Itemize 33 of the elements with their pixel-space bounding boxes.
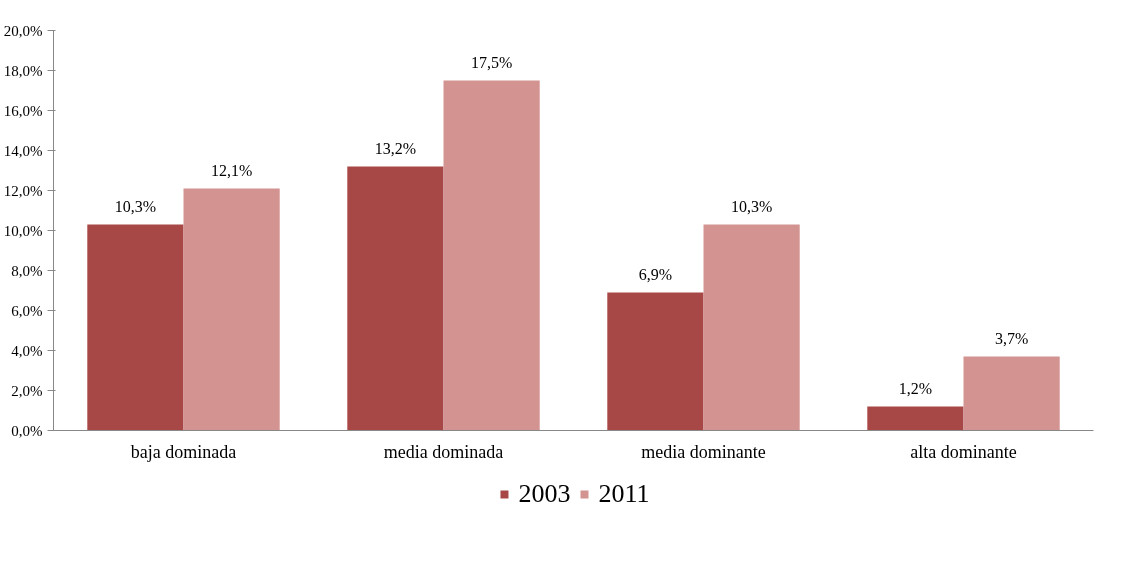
x-tick-label: media dominante bbox=[641, 441, 766, 462]
data-label: 12,1% bbox=[210, 161, 253, 179]
y-tick-label: 14,0% bbox=[3, 142, 43, 159]
x-tick-label: media dominada bbox=[383, 441, 504, 462]
x-tick-label: baja dominada bbox=[130, 441, 237, 462]
y-tick-label: 8,0% bbox=[11, 262, 43, 279]
x-tick-label: alta dominante bbox=[910, 441, 1017, 462]
data-label: 10,3% bbox=[114, 197, 157, 215]
y-tick-label: 10,0% bbox=[3, 222, 43, 239]
legend-label: 2011 bbox=[598, 479, 650, 509]
bar bbox=[607, 292, 704, 431]
bar bbox=[183, 188, 280, 431]
bar bbox=[703, 224, 800, 431]
y-tick-label: 12,0% bbox=[3, 182, 43, 199]
y-tick-label: 16,0% bbox=[3, 102, 43, 119]
y-tick-label: 0,0% bbox=[11, 422, 43, 439]
data-label: 6,9% bbox=[638, 265, 673, 283]
data-label: 13,2% bbox=[374, 139, 417, 157]
y-tick-label: 4,0% bbox=[11, 342, 43, 359]
bar bbox=[443, 80, 540, 431]
bar bbox=[963, 356, 1060, 431]
y-tick-label: 20,0% bbox=[3, 22, 43, 39]
y-tick-label: 6,0% bbox=[11, 302, 43, 319]
data-label: 3,7% bbox=[994, 329, 1029, 347]
bar bbox=[87, 224, 184, 431]
data-label: 1,2% bbox=[898, 379, 933, 397]
bar bbox=[867, 406, 964, 431]
bar bbox=[347, 166, 444, 431]
y-tick-label: 2,0% bbox=[11, 382, 43, 399]
data-label: 10,3% bbox=[730, 197, 773, 215]
legend-label: 2003 bbox=[518, 479, 571, 509]
data-label: 17,5% bbox=[470, 53, 513, 71]
y-tick-label: 18,0% bbox=[3, 62, 43, 79]
